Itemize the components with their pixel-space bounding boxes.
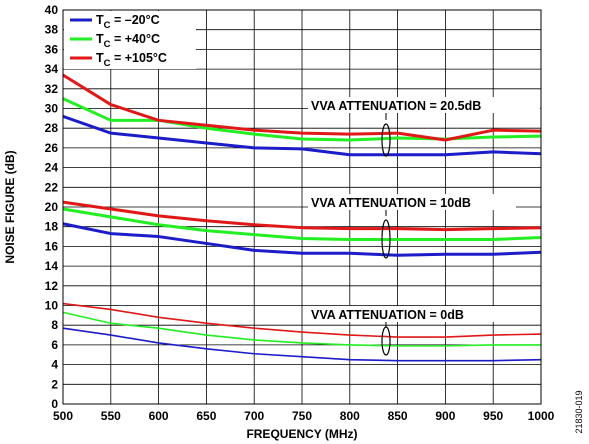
series-line-0dB-40c (62, 311, 541, 347)
y-tick-label: 14 (45, 259, 59, 273)
figure-id: 21830-019 (574, 390, 584, 433)
x-tick-label: 950 (483, 409, 503, 423)
series-line-0dB--20c (62, 327, 542, 362)
y-tick-label: 6 (51, 338, 58, 352)
annotation-20-5db-background (308, 97, 540, 113)
x-tick-label: 1000 (528, 409, 555, 423)
series-line-0dB-105c (62, 302, 542, 338)
series-layer (62, 73, 542, 362)
x-tick-label: 900 (435, 409, 455, 423)
x-tick-label: 700 (244, 409, 264, 423)
y-tick-label: 12 (45, 279, 59, 293)
y-tick-label: 0 (51, 397, 58, 411)
series-line-10dB-105c (62, 200, 542, 232)
annotation-10db-background (308, 194, 516, 210)
y-tick-label: 22 (45, 180, 59, 194)
legend-label-plus105c: TC = +105°C (96, 51, 167, 69)
plot-frame (62, 9, 542, 405)
annotation-0db: VVA ATTENUATION = 0dB (311, 308, 464, 322)
y-tick-label: 8 (51, 318, 58, 332)
y-tick-label: 2 (51, 377, 58, 391)
annotation-20-5db: VVA ATTENUATION = 20.5dB (311, 99, 481, 113)
x-tick-label: 650 (196, 409, 216, 423)
x-tick-label: 750 (292, 409, 312, 423)
series-line-10dB-40c (62, 207, 542, 241)
x-axis-title: FREQUENCY (MHz) (246, 427, 357, 441)
y-tick-label: 36 (45, 42, 59, 56)
x-tick-label: 550 (101, 409, 121, 423)
annotation-10db: VVA ATTENUATION = 10dB (311, 196, 471, 210)
y-tick-label: 10 (45, 299, 59, 313)
series-line-20-5dB-40c (62, 97, 542, 142)
y-tick-label: 20 (45, 200, 59, 214)
x-tick-label: 600 (149, 409, 169, 423)
y-tick-label: 18 (45, 220, 59, 234)
legend-label-plus40c: TC = +40°C (96, 32, 160, 50)
y-axis-title: NOISE FIGURE (dB) (3, 150, 17, 263)
x-tick-labels: 500 550 600 650 700 750 800 850 900 950 1000 (53, 409, 555, 423)
y-tick-label: 40 (45, 3, 59, 17)
annotation-10db-bracket (381, 219, 391, 259)
x-tick-label: 500 (53, 409, 73, 423)
x-tick-label: 800 (340, 409, 360, 423)
y-tick-label: 38 (45, 23, 59, 37)
x-tick-label: 850 (388, 409, 408, 423)
y-tick-label: 16 (45, 239, 59, 253)
annotation-0db-background (308, 306, 507, 322)
y-tick-label: 30 (45, 102, 59, 116)
y-tick-label: 4 (51, 358, 58, 372)
annotation-20-5db-bracket (381, 123, 391, 157)
series-line-10dB--20c (62, 222, 542, 257)
y-tick-label: 24 (45, 161, 59, 175)
y-tick-label: 26 (45, 141, 59, 155)
legend-label-minus20c: TC = –20°C (96, 13, 160, 31)
y-tick-label: 32 (45, 82, 59, 96)
legend: TC = –20°C TC = +40°C TC = +105°C (64, 11, 196, 69)
y-tick-label: 28 (45, 121, 59, 135)
annotations: VVA ATTENUATION = 20.5dB VVA ATTENUATION… (308, 97, 540, 356)
y-tick-label: 34 (45, 62, 59, 76)
annotation-0db-bracket (381, 326, 391, 356)
series-line-20-5dB-105c (62, 73, 542, 142)
series-line-20-5dB--20c (62, 114, 542, 157)
